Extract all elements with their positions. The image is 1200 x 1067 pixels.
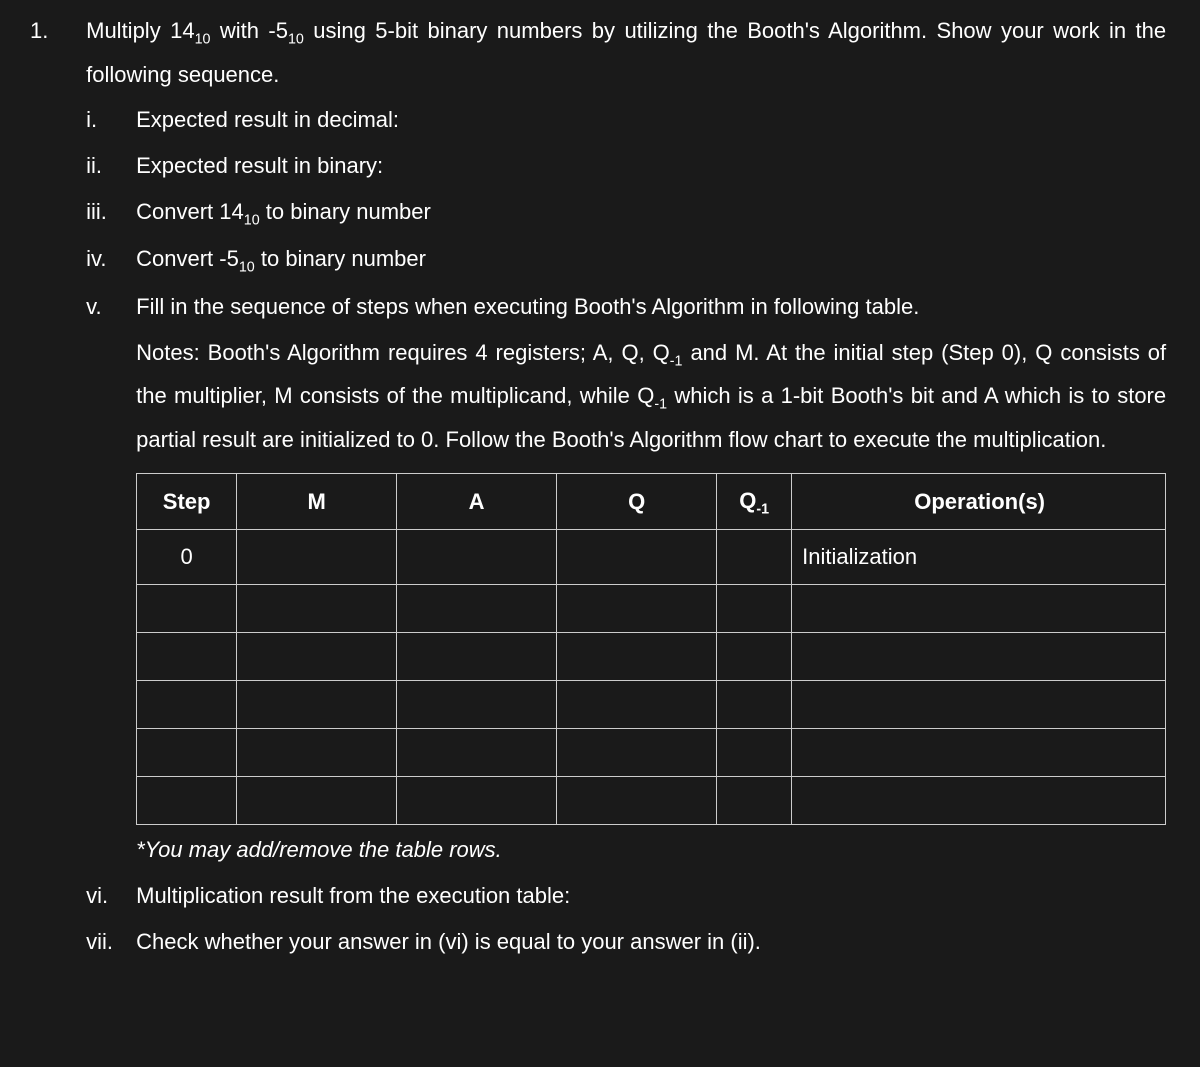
- iii-sub: 10: [244, 212, 260, 228]
- cell-q: [557, 729, 717, 777]
- n-p1: Notes: Booth's Algorithm requires 4 regi…: [136, 340, 670, 365]
- cell-a: [397, 681, 557, 729]
- cell-m: [237, 585, 397, 633]
- item-vi: vi. Multiplication result from the execu…: [86, 875, 1166, 917]
- item-iii: iii. Convert 1410 to binary number: [86, 191, 1166, 235]
- iii-post: to binary number: [260, 199, 431, 224]
- question-block: 1. Multiply 1410 with -510 using 5-bit b…: [30, 10, 1170, 966]
- v-text: Fill in the sequence of steps when execu…: [136, 294, 919, 319]
- content-vii: Check whether your answer in (vi) is equ…: [136, 921, 1166, 963]
- cell-op: [792, 585, 1166, 633]
- cell-q1: [717, 530, 792, 585]
- marker-vi: vi.: [86, 875, 136, 917]
- iv-pre: Convert -5: [136, 246, 239, 271]
- iv-sub: 10: [239, 260, 255, 276]
- cell-m: [237, 530, 397, 585]
- table-row: [137, 681, 1166, 729]
- cell-q: [557, 585, 717, 633]
- cell-step: [137, 585, 237, 633]
- th-op: Operation(s): [792, 473, 1166, 530]
- table-body: 0 Initialization: [137, 530, 1166, 825]
- th-q1-pre: Q: [739, 488, 756, 513]
- table-row: [137, 585, 1166, 633]
- marker-i: i.: [86, 99, 136, 141]
- marker-iv: iv.: [86, 238, 136, 282]
- cell-step: [137, 729, 237, 777]
- marker-iii: iii.: [86, 191, 136, 235]
- cell-a: [397, 585, 557, 633]
- question-number: 1.: [30, 10, 80, 52]
- q-text-1: Multiply 14: [86, 18, 194, 43]
- content-vi: Multiplication result from the execution…: [136, 875, 1166, 917]
- cell-q1: [717, 681, 792, 729]
- q-sub-2: 10: [288, 31, 304, 47]
- cell-m: [237, 777, 397, 825]
- iv-post: to binary number: [255, 246, 426, 271]
- content-iii: Convert 1410 to binary number: [136, 191, 1166, 235]
- cell-q: [557, 777, 717, 825]
- cell-q1: [717, 585, 792, 633]
- booth-table: Step M A Q Q-1 Operation(s) 0: [136, 473, 1166, 825]
- q-sub-1: 10: [195, 31, 211, 47]
- item-ii: ii. Expected result in binary:: [86, 145, 1166, 187]
- content-ii: Expected result in binary:: [136, 145, 1166, 187]
- cell-op: [792, 633, 1166, 681]
- th-q1: Q-1: [717, 473, 792, 530]
- content-iv: Convert -510 to binary number: [136, 238, 1166, 282]
- table-row: 0 Initialization: [137, 530, 1166, 585]
- cell-q: [557, 681, 717, 729]
- iii-pre: Convert 14: [136, 199, 244, 224]
- content-i: Expected result in decimal:: [136, 99, 1166, 141]
- cell-q: [557, 530, 717, 585]
- cell-step: [137, 777, 237, 825]
- cell-q1: [717, 633, 792, 681]
- item-i: i. Expected result in decimal:: [86, 99, 1166, 141]
- table-row: [137, 633, 1166, 681]
- n-s1: -1: [670, 353, 683, 369]
- table-row: [137, 729, 1166, 777]
- v-notes: Notes: Booth's Algorithm requires 4 regi…: [136, 332, 1166, 461]
- q-text-2: with -5: [210, 18, 288, 43]
- cell-op: [792, 729, 1166, 777]
- cell-step: [137, 633, 237, 681]
- content-v: Fill in the sequence of steps when execu…: [136, 286, 1166, 871]
- sub-list: i. Expected result in decimal: ii. Expec…: [86, 99, 1166, 962]
- cell-a: [397, 729, 557, 777]
- cell-a: [397, 633, 557, 681]
- cell-q1: [717, 777, 792, 825]
- cell-m: [237, 633, 397, 681]
- th-step: Step: [137, 473, 237, 530]
- th-a: A: [397, 473, 557, 530]
- cell-a: [397, 530, 557, 585]
- cell-step: [137, 681, 237, 729]
- cell-op: [792, 681, 1166, 729]
- marker-v: v.: [86, 286, 136, 871]
- cell-m: [237, 681, 397, 729]
- th-q1-sub: -1: [756, 501, 769, 517]
- cell-step: 0: [137, 530, 237, 585]
- table-row: [137, 777, 1166, 825]
- th-q: Q: [557, 473, 717, 530]
- question-text: Multiply 1410 with -510 using 5-bit bina…: [86, 10, 1166, 966]
- item-iv: iv. Convert -510 to binary number: [86, 238, 1166, 282]
- table-header-row: Step M A Q Q-1 Operation(s): [137, 473, 1166, 530]
- item-v: v. Fill in the sequence of steps when ex…: [86, 286, 1166, 871]
- marker-ii: ii.: [86, 145, 136, 187]
- n-s2: -1: [654, 397, 667, 413]
- cell-a: [397, 777, 557, 825]
- cell-q1: [717, 729, 792, 777]
- cell-m: [237, 729, 397, 777]
- cell-q: [557, 633, 717, 681]
- marker-vii: vii.: [86, 921, 136, 963]
- th-m: M: [237, 473, 397, 530]
- item-vii: vii. Check whether your answer in (vi) i…: [86, 921, 1166, 963]
- cell-op: [792, 777, 1166, 825]
- cell-op: Initialization: [792, 530, 1166, 585]
- table-note: *You may add/remove the table rows.: [136, 829, 1166, 871]
